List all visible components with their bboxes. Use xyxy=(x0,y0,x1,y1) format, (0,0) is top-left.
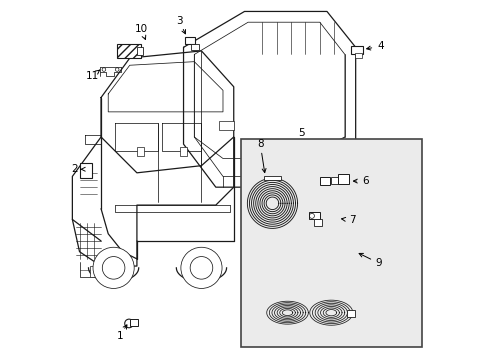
Bar xyxy=(314,219,322,226)
Text: 9: 9 xyxy=(375,258,382,268)
Bar xyxy=(190,44,198,50)
Text: 5: 5 xyxy=(298,128,305,138)
Circle shape xyxy=(93,247,134,288)
Bar xyxy=(130,319,137,326)
Text: 7: 7 xyxy=(348,215,355,225)
Bar xyxy=(319,177,329,185)
Text: 6: 6 xyxy=(362,176,368,186)
Text: 10: 10 xyxy=(134,24,147,35)
Bar xyxy=(338,174,348,184)
Bar xyxy=(185,37,195,44)
Bar xyxy=(263,176,281,180)
Bar xyxy=(308,212,319,220)
Bar xyxy=(241,139,421,347)
Circle shape xyxy=(181,247,222,288)
Bar xyxy=(137,147,143,156)
Bar xyxy=(330,177,338,184)
Text: 4: 4 xyxy=(377,41,383,51)
Bar xyxy=(137,46,143,55)
Text: 11: 11 xyxy=(85,71,99,81)
Text: 3: 3 xyxy=(176,16,182,26)
Bar xyxy=(117,44,140,58)
Bar xyxy=(354,53,362,58)
Bar xyxy=(90,266,99,277)
Bar xyxy=(80,163,92,178)
Text: 2: 2 xyxy=(71,164,77,174)
Text: 1: 1 xyxy=(116,331,123,341)
Bar xyxy=(351,46,362,54)
Text: 8: 8 xyxy=(256,139,263,149)
Bar xyxy=(346,310,354,317)
Bar xyxy=(219,121,233,130)
Bar xyxy=(180,147,186,156)
